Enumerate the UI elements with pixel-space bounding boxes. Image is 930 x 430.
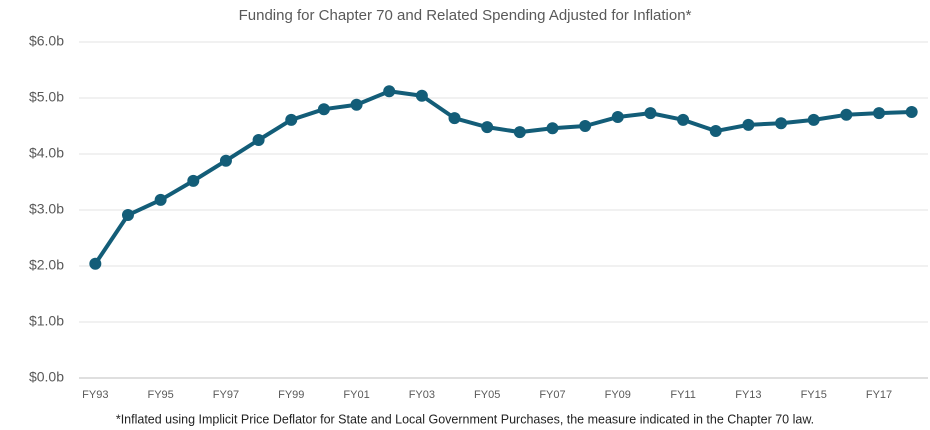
data-point <box>481 121 494 134</box>
data-point <box>187 174 200 187</box>
x-tick-label: FY95 <box>147 389 173 401</box>
footnote: *Inflated using Implicit Price Deflator … <box>116 412 814 426</box>
data-point <box>611 111 624 124</box>
y-tick-label: $6.0b <box>29 33 64 49</box>
y-tick-label: $5.0b <box>29 89 64 105</box>
data-point <box>219 154 232 167</box>
x-tick-label: FY93 <box>82 389 108 401</box>
data-point <box>775 117 788 130</box>
x-tick-label: FY03 <box>409 389 435 401</box>
data-point <box>252 134 265 146</box>
data-point <box>383 85 396 98</box>
x-tick-label: FY05 <box>474 389 500 401</box>
data-point <box>840 108 853 121</box>
data-point <box>448 112 461 125</box>
y-tick-label: $4.0b <box>29 145 64 161</box>
y-tick-label: $2.0b <box>29 257 64 273</box>
data-point <box>709 125 722 138</box>
y-tick-label: $1.0b <box>29 313 64 329</box>
data-point <box>415 89 428 102</box>
data-point <box>873 107 886 120</box>
x-tick-label: FY17 <box>866 389 892 401</box>
series-line <box>93 89 912 265</box>
x-tick-label: FY01 <box>343 389 369 401</box>
data-point <box>121 209 134 222</box>
data-point <box>579 120 592 132</box>
data-point <box>513 126 526 139</box>
data-point <box>317 103 330 116</box>
y-tick-label: $3.0b <box>29 201 64 217</box>
data-point <box>807 113 820 126</box>
x-tick-label: FY11 <box>670 389 695 401</box>
data-point <box>350 98 363 111</box>
data-point <box>546 122 559 135</box>
x-tick-label: FY97 <box>213 389 239 401</box>
x-tick-label: FY13 <box>735 389 761 401</box>
y-tick-label: $0.0b <box>29 369 64 385</box>
x-tick-label: FY15 <box>801 389 827 401</box>
data-point <box>644 107 657 120</box>
data-point <box>677 113 690 126</box>
data-point <box>905 106 918 118</box>
x-tick-label: FY99 <box>278 389 304 401</box>
data-point <box>285 113 298 126</box>
chart-title: Funding for Chapter 70 and Related Spend… <box>239 7 692 24</box>
x-tick-label: FY09 <box>605 389 631 401</box>
x-tick-label: FY07 <box>539 389 565 401</box>
data-point <box>89 257 102 270</box>
data-point <box>742 118 755 131</box>
data-point <box>154 193 167 206</box>
